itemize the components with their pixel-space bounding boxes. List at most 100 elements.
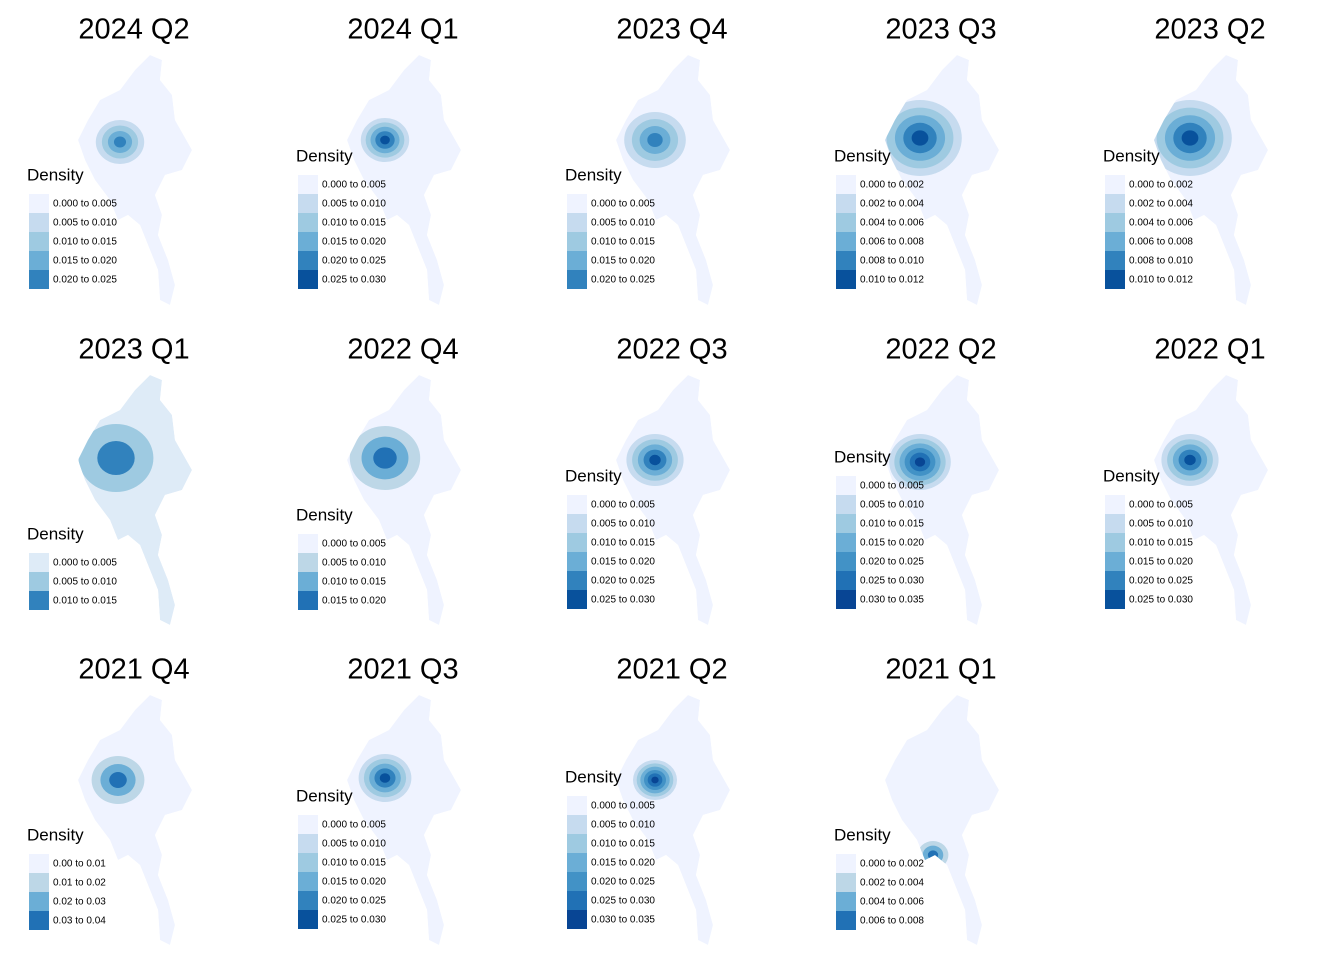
legend-swatch: [29, 194, 49, 213]
legend-label: 0.010 to 0.015: [860, 519, 924, 530]
legend-swatch: [29, 911, 49, 930]
legend-swatch: [836, 194, 856, 213]
density-contour: [647, 133, 663, 147]
legend-title: Density: [296, 505, 353, 524]
map: [347, 55, 461, 305]
legend-swatch: [836, 495, 856, 514]
country-shape: [347, 55, 461, 305]
legend-swatch: [1105, 495, 1125, 514]
legend-label: 0.000 to 0.005: [53, 199, 117, 210]
legend-swatch: [298, 872, 318, 891]
legend-label: 0.006 to 0.008: [860, 237, 924, 248]
legend-label: 0.000 to 0.005: [322, 539, 386, 550]
legend-label: 0.010 to 0.012: [1129, 275, 1193, 286]
legend-swatch: [567, 796, 587, 815]
legend-label: 0.010 to 0.015: [591, 538, 655, 549]
legend-swatch: [567, 213, 587, 232]
legend-label: 0.004 to 0.006: [860, 897, 924, 908]
legend-swatch: [298, 572, 318, 591]
legend-label: 0.025 to 0.030: [860, 576, 924, 587]
legend-label: 0.025 to 0.030: [591, 896, 655, 907]
legend-swatch: [1105, 270, 1125, 289]
density-contour: [1181, 130, 1199, 146]
legend-label: 0.020 to 0.025: [591, 275, 655, 286]
legend-swatch: [1105, 251, 1125, 270]
map: [885, 375, 999, 625]
panel-title: 2021 Q1: [885, 654, 996, 686]
density-contour: [914, 457, 926, 467]
legend-title: Density: [27, 524, 84, 543]
legend-label: 0.010 to 0.012: [860, 275, 924, 286]
legend-swatch: [567, 571, 587, 590]
legend-swatch: [298, 251, 318, 270]
legend-label: 0.008 to 0.010: [860, 256, 924, 267]
legend-label: 0.005 to 0.010: [322, 839, 386, 850]
country-shape: [885, 695, 999, 945]
panel-title: 2024 Q2: [78, 14, 189, 46]
legend-label: 0.015 to 0.020: [860, 538, 924, 549]
legend-label: 0.020 to 0.025: [591, 877, 655, 888]
legend-title: Density: [296, 146, 353, 165]
map: [616, 695, 730, 945]
legend-swatch: [298, 270, 318, 289]
legend-swatch: [836, 175, 856, 194]
legend-swatch: [836, 571, 856, 590]
legend-label: 0.002 to 0.004: [1129, 199, 1193, 210]
legend-label: 0.006 to 0.008: [1129, 237, 1193, 248]
legend-label: 0.006 to 0.008: [860, 916, 924, 927]
legend-label: 0.008 to 0.010: [1129, 256, 1193, 267]
legend-swatch: [836, 533, 856, 552]
legend-swatch: [29, 232, 49, 251]
legend-swatch: [298, 910, 318, 929]
density-contour: [379, 773, 391, 783]
legend-label: 0.015 to 0.020: [322, 877, 386, 888]
panel-title: 2023 Q3: [885, 14, 996, 46]
legend-label: 0.030 to 0.035: [860, 595, 924, 606]
legend-swatch: [1105, 590, 1125, 609]
density-contour: [109, 772, 127, 788]
legend-swatch: [836, 854, 856, 873]
map-panel: 2021 Q3 Density 0.000 to 0.005 0.005 to 0.0…: [296, 654, 461, 945]
map-panel: 2021 Q4 Density 0.00 to 0.01 0.01 to 0.02 0.…: [27, 654, 192, 945]
legend-swatch: [1105, 213, 1125, 232]
legend-label: 0.005 to 0.010: [860, 500, 924, 511]
legend-swatch: [567, 872, 587, 891]
legend-label: 0.015 to 0.020: [53, 256, 117, 267]
legend-label: 0.020 to 0.025: [591, 576, 655, 587]
legend-label: 0.020 to 0.025: [322, 896, 386, 907]
map: [78, 375, 192, 625]
legend-swatch: [29, 591, 49, 610]
legend-label: 0.005 to 0.010: [53, 577, 117, 588]
legend-swatch: [567, 194, 587, 213]
legend-title: Density: [834, 447, 891, 466]
map: [1154, 375, 1268, 625]
map-panel: 2023 Q2 Density 0.000 to 0.002 0.002 to 0.0…: [1103, 14, 1268, 305]
legend-swatch: [567, 495, 587, 514]
legend-swatch: [836, 514, 856, 533]
legend-swatch: [29, 213, 49, 232]
legend-swatch: [1105, 571, 1125, 590]
legend-label: 0.000 to 0.002: [860, 180, 924, 191]
map: [78, 695, 192, 945]
legend-label: 0.015 to 0.020: [322, 237, 386, 248]
map-panel: 2022 Q1 Density 0.000 to 0.005 0.005 to 0.0…: [1103, 334, 1268, 625]
map-panel: 2022 Q4 Density 0.000 to 0.005 0.005 to 0.0…: [296, 334, 461, 625]
map-panel: 2023 Q3 Density 0.000 to 0.002 0.002 to 0.0…: [834, 14, 999, 305]
legend-label: 0.002 to 0.004: [860, 199, 924, 210]
density-contour: [380, 135, 390, 145]
density-contour: [911, 130, 929, 146]
panel-title: 2021 Q2: [616, 654, 727, 686]
country-shape: [616, 695, 730, 945]
legend-swatch: [567, 910, 587, 929]
legend-title: Density: [1103, 146, 1160, 165]
legend-swatch: [29, 251, 49, 270]
map-panel: 2023 Q4 Density 0.000 to 0.005 0.005 to 0.0…: [565, 14, 730, 305]
legend-swatch: [298, 232, 318, 251]
legend-swatch: [298, 553, 318, 572]
legend-title: Density: [834, 825, 891, 844]
legend-title: Density: [565, 767, 622, 786]
legend-swatch: [836, 213, 856, 232]
panel-title: 2022 Q1: [1154, 334, 1265, 366]
legend-label: 0.02 to 0.03: [53, 897, 106, 908]
map: [78, 55, 192, 305]
